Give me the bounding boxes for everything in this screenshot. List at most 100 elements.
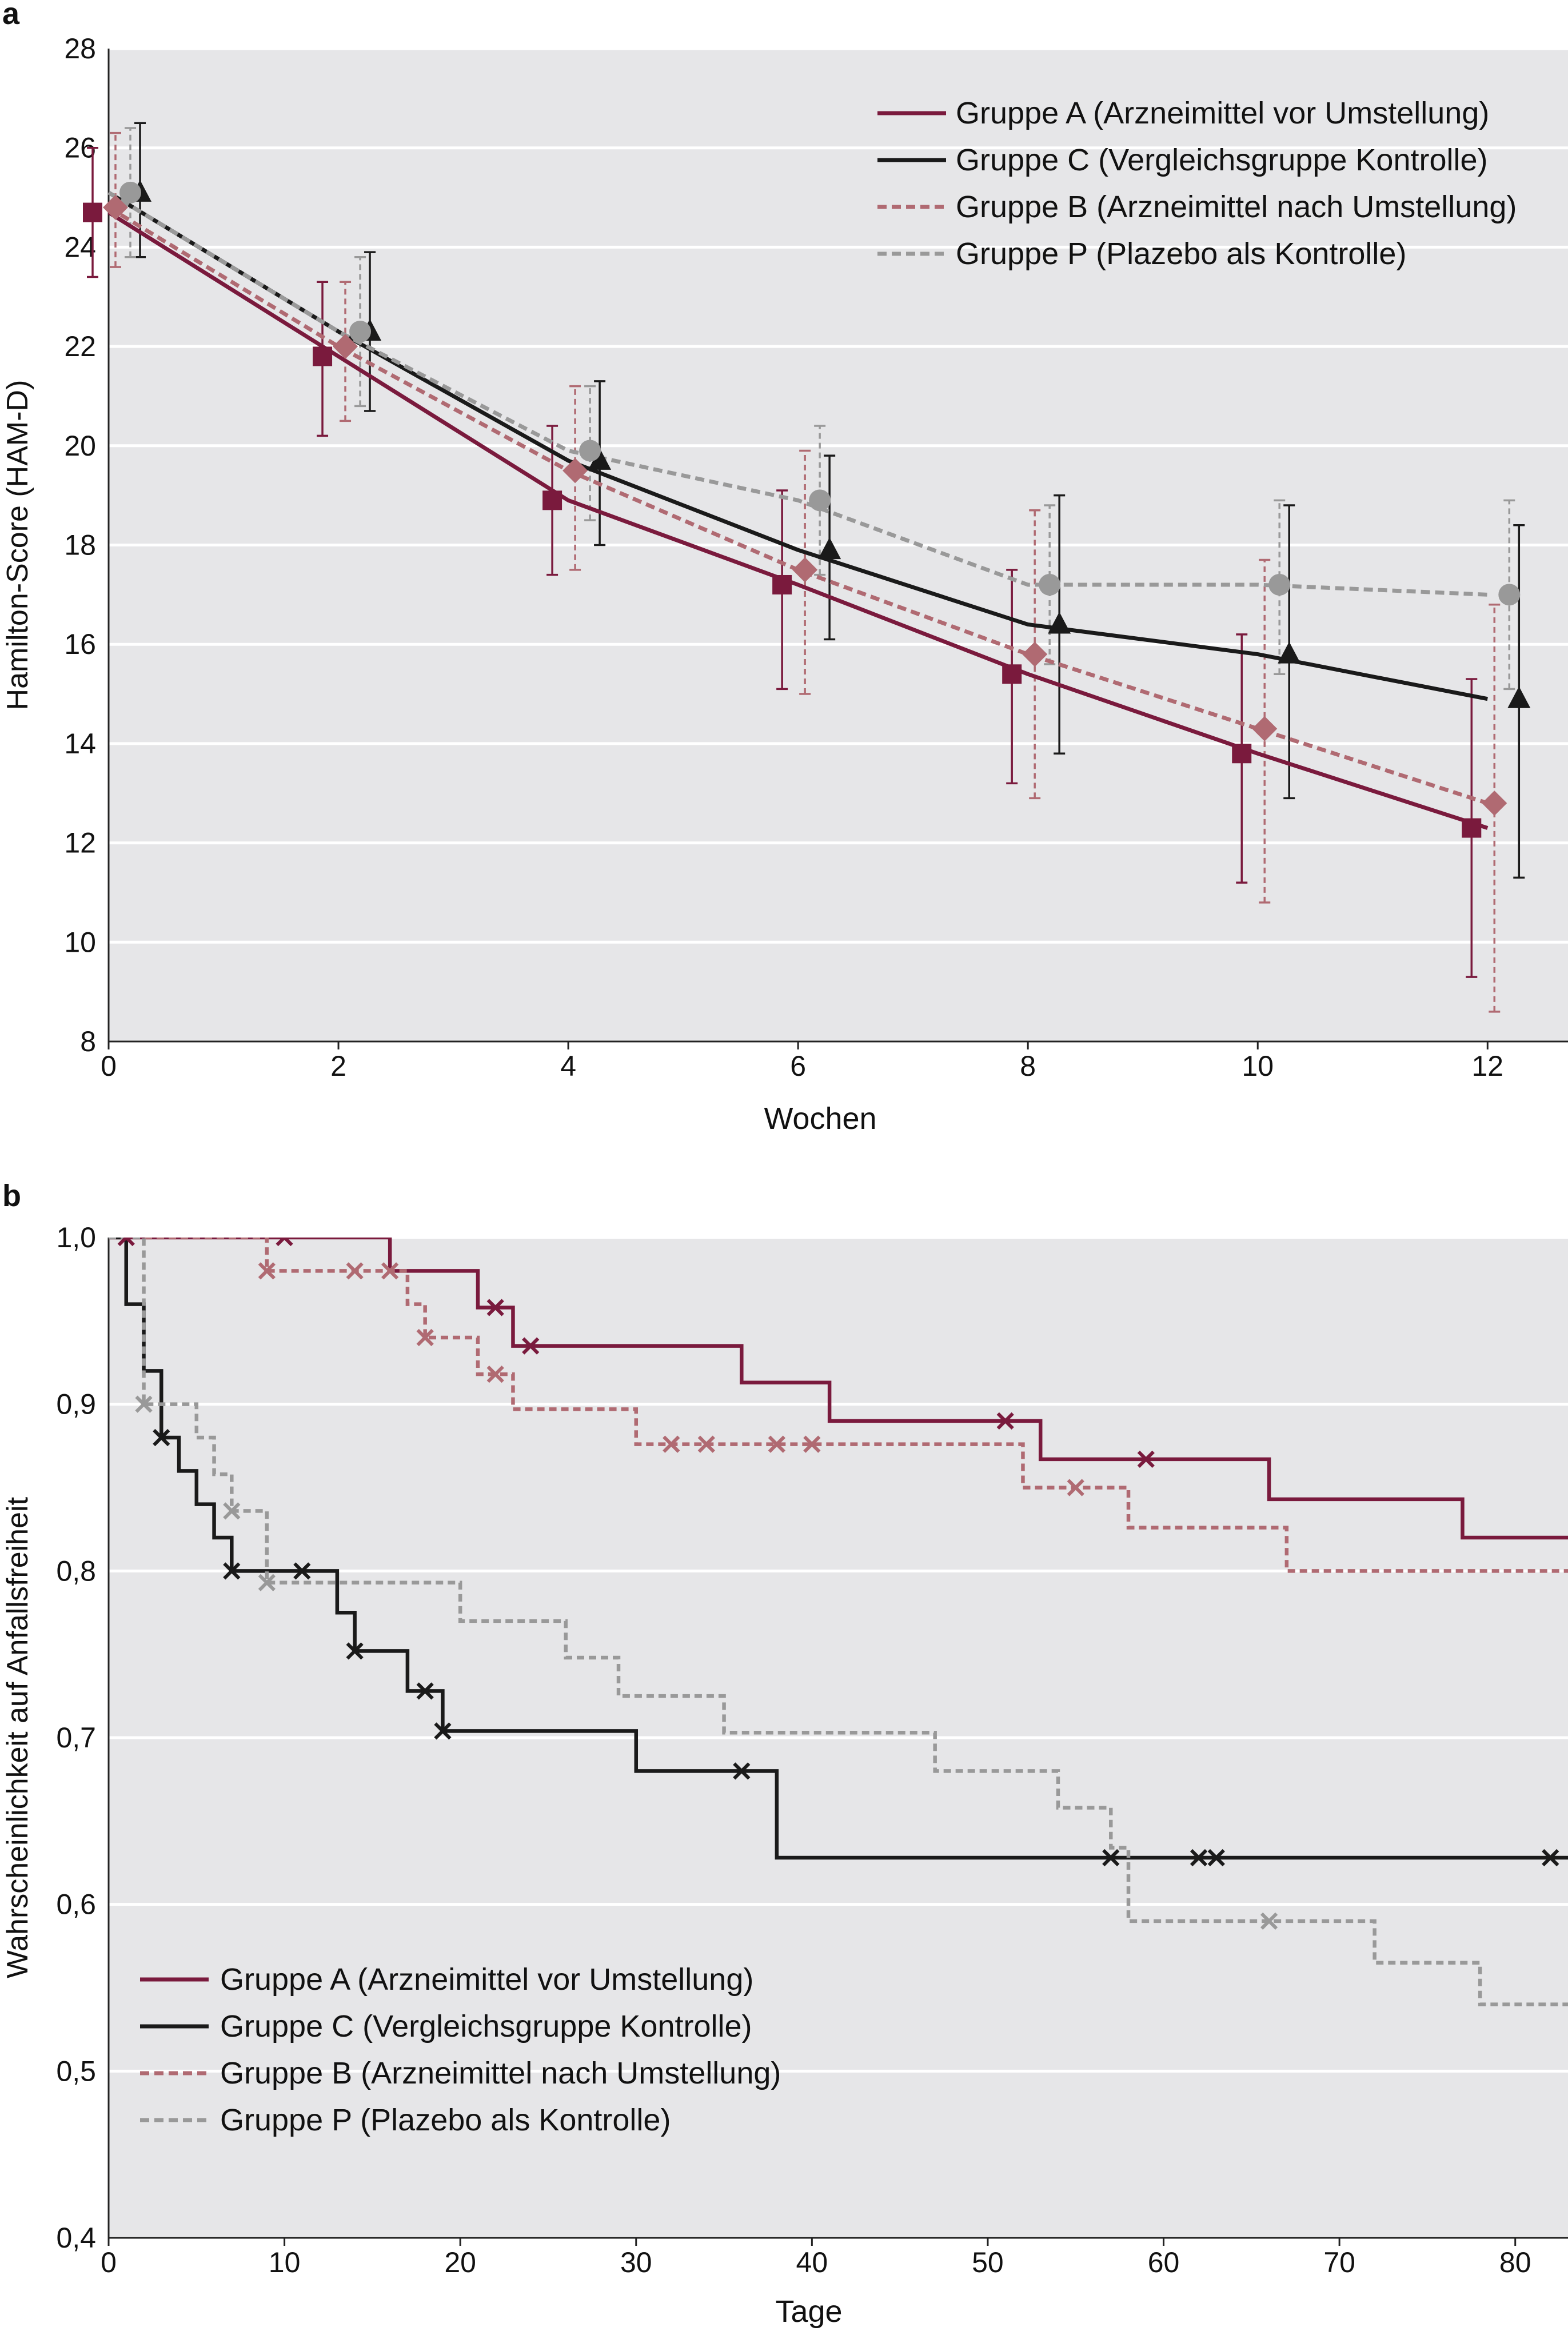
censor-mark (346, 1262, 364, 1280)
y-tick-label: 14 (64, 728, 96, 760)
data-point (562, 458, 588, 484)
y-tick-label: 8 (80, 1025, 96, 1057)
x-tick-label: 4 (560, 1050, 576, 1082)
data-point (1482, 791, 1507, 816)
survival-curve-1 (109, 1238, 1568, 1540)
x-axis-label: Tage (775, 2294, 842, 2329)
data-point (1002, 664, 1022, 684)
data-point (1039, 573, 1061, 596)
x-tick-label: 8 (1020, 1050, 1036, 1082)
x-tick-label: 60 (1148, 2246, 1180, 2278)
survival-curve-3 (109, 1238, 1568, 1573)
x-tick-label: 30 (620, 2246, 652, 2278)
censor-mark (697, 1435, 715, 1453)
y-tick-label: 12 (64, 827, 96, 859)
panel-a-letter: a (2, 0, 20, 31)
legend-label: Gruppe A (Arzneimittel vor Umstellung) (220, 1962, 753, 1997)
censor-mark (135, 1395, 153, 1413)
chart-b: 0,4 0,5 0,6 0,7 0,8 0,9 1,0 0 10 20 30 40 50 60 70 80 Wa… (1, 1222, 1568, 2329)
data-point (119, 181, 141, 203)
y-tick-label: 0,6 (56, 1889, 96, 1921)
censor-mark (117, 1238, 135, 1247)
legend-label: Gruppe B (Arzneimittel nach Umstellung) (956, 190, 1517, 224)
series-line-1 (107, 210, 1489, 830)
legend: Gruppe A (Arzneimittel vor Umstellung) Gr… (877, 96, 1517, 271)
y-tick-label: 0,4 (56, 2222, 96, 2254)
x-tick-label: 70 (1323, 2246, 1355, 2278)
censor-mark (1542, 1849, 1559, 1867)
data-point (792, 557, 818, 582)
legend-label: Gruppe P (Plazebo als Kontrolle) (956, 237, 1406, 271)
data-point (103, 194, 128, 220)
legend-label: Gruppe B (Arzneimittel nach Umstellung) (220, 2056, 781, 2090)
censor-mark (153, 1428, 170, 1447)
x-tick-label: 80 (1499, 2246, 1531, 2278)
x-tick-label: 40 (796, 2246, 828, 2278)
censor-mark (223, 1502, 241, 1520)
censor-mark (1102, 1849, 1120, 1867)
y-axis-label: Wahrscheinlichkeit auf Anfallsfreiheit (1, 1496, 34, 1978)
x-tick-label: 12 (1471, 1050, 1503, 1082)
y-tick-label: 28 (64, 33, 96, 65)
data-point (333, 334, 358, 360)
data-point (1048, 612, 1071, 634)
data-point (1498, 584, 1521, 606)
censor-mark (1190, 1849, 1208, 1867)
data-point (542, 490, 562, 510)
x-tick-label: 6 (790, 1050, 806, 1082)
censor-mark (486, 1366, 504, 1383)
censor-mark (1067, 1479, 1084, 1496)
y-tick-label: 1,0 (56, 1222, 96, 1254)
data-point (1507, 686, 1531, 708)
censor-mark (416, 1328, 434, 1347)
data-point (588, 448, 612, 470)
censor-mark (223, 1562, 241, 1580)
data-point (1232, 744, 1252, 764)
x-tick-label: 2 (330, 1050, 346, 1082)
x-tick-label: 10 (269, 2246, 301, 2278)
y-tick-label: 18 (64, 529, 96, 561)
censor-mark (1260, 1912, 1278, 1930)
data-point (772, 574, 792, 594)
censor-mark (803, 1435, 821, 1453)
y-tick-label: 16 (64, 628, 96, 660)
censor-mark (381, 1262, 399, 1280)
survival-curve-2 (109, 1238, 1568, 1860)
data-point (349, 321, 372, 343)
censor-mark (1207, 1849, 1225, 1867)
censor-mark (768, 1435, 785, 1453)
curves (109, 1238, 1568, 2006)
panel-b-letter: b (2, 1179, 21, 1213)
censor-mark (346, 1642, 364, 1660)
censor-mark (733, 1762, 751, 1780)
data-point (818, 537, 841, 560)
y-axis-label: Hamilton-Score (HAM-D) (1, 380, 34, 711)
y-tick-label: 0,9 (56, 1388, 96, 1420)
y-tick-label: 24 (64, 231, 96, 263)
data-point (1252, 716, 1278, 741)
data-point (313, 346, 333, 366)
legend-label: Gruppe C (Vergleichsgruppe Kontrolle) (220, 2009, 752, 2043)
data-point (1278, 641, 1301, 664)
data-point (809, 489, 831, 512)
x-tick-label: 10 (1242, 1050, 1274, 1082)
censor-mark (293, 1562, 311, 1580)
y-tick-label: 20 (64, 430, 96, 462)
legend-label: Gruppe A (Arzneimittel vor Umstellung) (956, 96, 1489, 130)
data-point (579, 440, 601, 462)
censor-mark (276, 1238, 293, 1247)
censor-mark (522, 1337, 540, 1355)
censor-mark (434, 1722, 452, 1740)
data-point (83, 202, 102, 222)
data-point (1022, 641, 1048, 667)
series-line-2 (107, 190, 1488, 701)
censor-mark (416, 1682, 434, 1700)
x-tick-label: 0 (101, 2246, 117, 2278)
x-tick-label: 50 (972, 2246, 1004, 2278)
y-tick-label: 10 (64, 926, 96, 958)
censor-mark (258, 1262, 276, 1280)
censor-mark (1137, 1450, 1155, 1468)
censor-mark (663, 1435, 680, 1453)
